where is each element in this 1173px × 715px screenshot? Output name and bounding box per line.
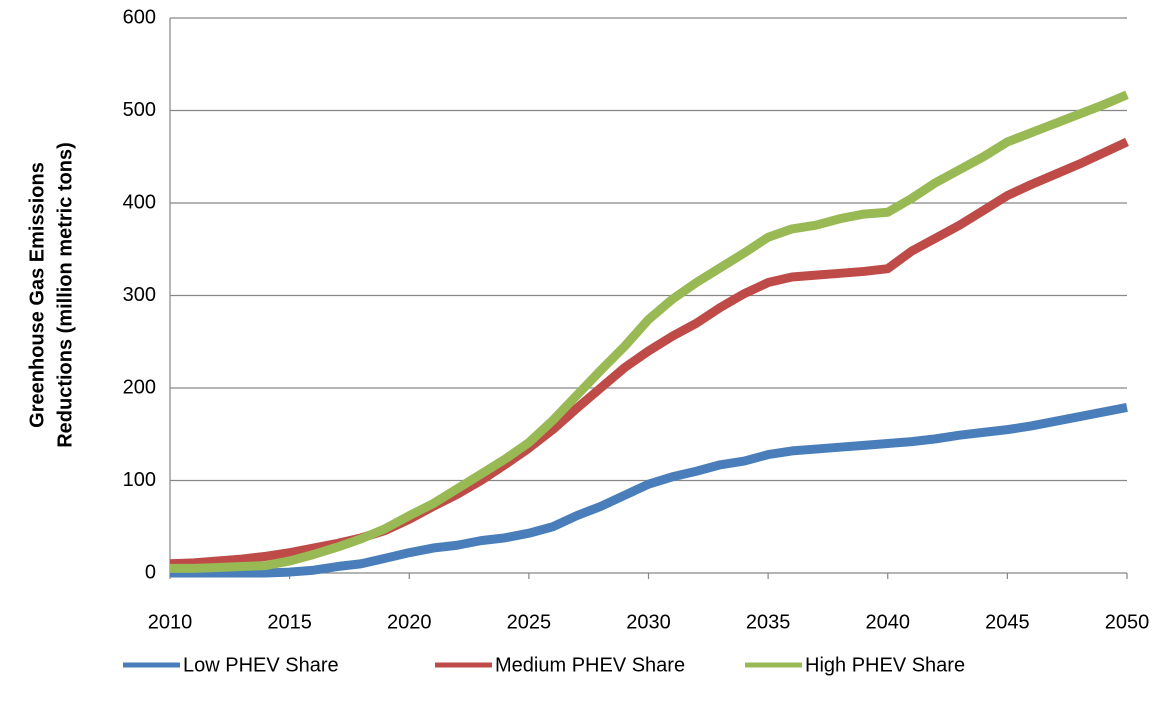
series-line — [170, 403, 1128, 578]
legend-label: Low PHEV Share — [183, 654, 339, 676]
legend-label: Medium PHEV Share — [495, 654, 685, 676]
x-tick-label: 2040 — [866, 611, 911, 633]
y-axis-label: Greenhouse Gas Emissions — [26, 162, 48, 428]
x-tick-label: 2035 — [746, 611, 791, 633]
legend-label: High PHEV Share — [805, 654, 965, 676]
y-tick-label: 600 — [123, 6, 156, 28]
y-tick-label: 300 — [123, 284, 156, 306]
y-tick-label: 400 — [123, 191, 156, 213]
y-tick-label: 0 — [145, 561, 156, 583]
y-tick-label: 200 — [123, 376, 156, 398]
x-tick-label: 2025 — [507, 611, 552, 633]
x-tick-label: 2045 — [985, 611, 1030, 633]
y-axis-label: Reductions (million metric tons) — [54, 142, 76, 448]
series-line — [169, 137, 1129, 569]
x-tick-label: 2050 — [1105, 611, 1150, 633]
x-tick-label: 2020 — [387, 611, 432, 633]
y-tick-label: 100 — [123, 469, 156, 491]
x-tick-label: 2010 — [148, 611, 193, 633]
x-tick-label: 2030 — [626, 611, 671, 633]
y-tick-label: 500 — [123, 99, 156, 121]
x-tick-label: 2015 — [267, 611, 312, 633]
series-line — [170, 90, 1129, 573]
